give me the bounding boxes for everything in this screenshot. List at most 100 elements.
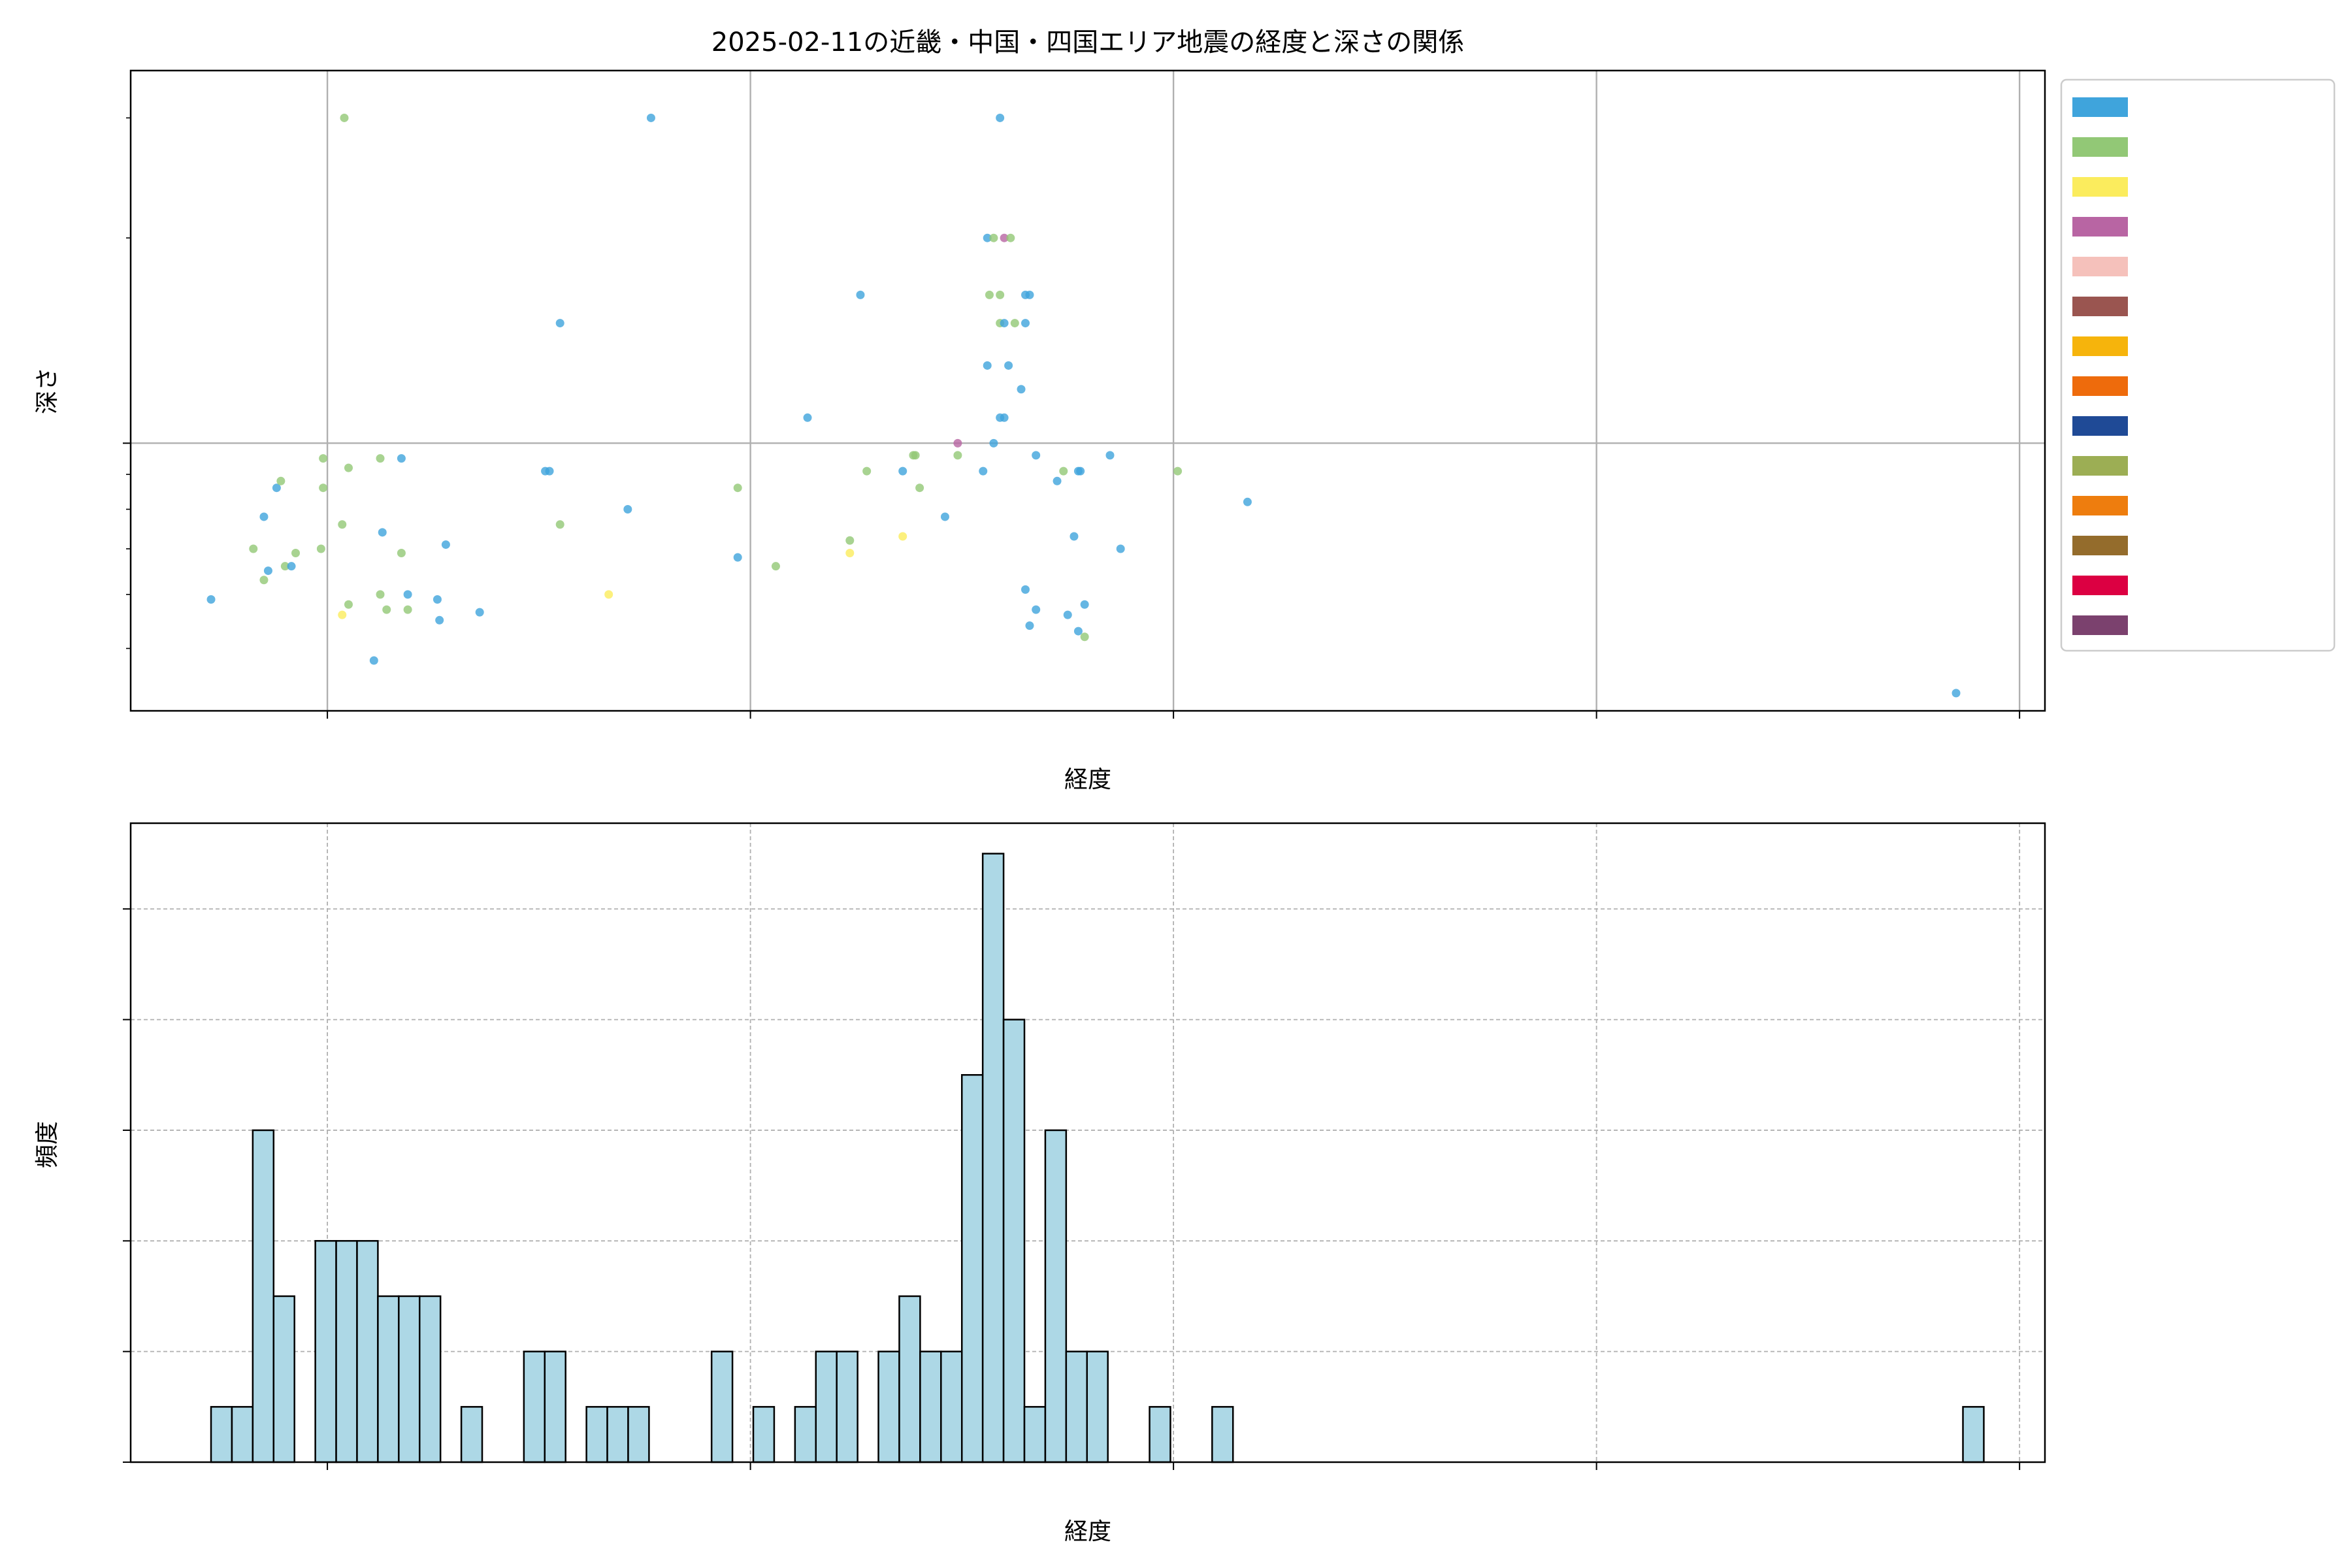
scatter-point bbox=[378, 528, 387, 537]
legend-swatch bbox=[2072, 615, 2128, 635]
scatter-point bbox=[397, 549, 406, 558]
scatter-point bbox=[1243, 497, 1252, 506]
scatter-point bbox=[856, 290, 865, 299]
histogram-bar bbox=[1065, 1350, 1088, 1463]
scatter-point bbox=[845, 549, 855, 558]
scatter-x-ticks bbox=[327, 711, 2021, 719]
scatter-point bbox=[276, 476, 286, 485]
scatter-y-axis-label: 深さ bbox=[34, 367, 61, 414]
scatter-point bbox=[985, 290, 994, 299]
scatter-point bbox=[344, 600, 353, 609]
histogram-bar bbox=[335, 1240, 358, 1463]
scatter-point bbox=[382, 605, 391, 614]
scatter-point bbox=[272, 483, 281, 493]
scatter-point bbox=[1063, 610, 1072, 619]
scatter-point bbox=[898, 532, 907, 541]
scatter-point bbox=[555, 520, 564, 529]
histogram-bar bbox=[815, 1350, 838, 1463]
scatter-point bbox=[1080, 632, 1089, 642]
histogram-y-axis-label: 頻度 bbox=[34, 1121, 61, 1168]
histogram-bar bbox=[252, 1129, 275, 1463]
scatter-point bbox=[953, 438, 962, 448]
scatter-point bbox=[898, 466, 907, 476]
scatter-point bbox=[475, 608, 484, 617]
histogram-x-axis-label: 経度 bbox=[1064, 1518, 1111, 1545]
legend bbox=[2060, 78, 2336, 652]
scatter-point bbox=[403, 590, 412, 599]
scatter-point bbox=[259, 576, 269, 585]
scatter-point bbox=[1080, 600, 1089, 609]
histogram-bar bbox=[1086, 1350, 1109, 1463]
scatter-point bbox=[771, 562, 780, 571]
scatter-point bbox=[996, 113, 1005, 122]
histogram-bar bbox=[981, 853, 1005, 1463]
scatter-point bbox=[319, 454, 328, 463]
histogram-bar bbox=[544, 1350, 566, 1463]
scatter-point bbox=[915, 483, 924, 493]
chart-title: 2025-02-11の近畿・中国・四国エリア地震の経度と深さの関係 bbox=[711, 27, 1464, 57]
scatter-point bbox=[1006, 233, 1015, 242]
scatter-x-axis-label: 経度 bbox=[1064, 766, 1111, 793]
legend-swatch bbox=[2072, 576, 2128, 595]
scatter-point bbox=[403, 605, 412, 614]
scatter-point bbox=[1173, 466, 1183, 476]
histogram-chart: 経度 頻度 bbox=[34, 822, 2046, 1545]
scatter-point bbox=[249, 544, 258, 553]
histogram-bar bbox=[898, 1295, 921, 1463]
scatter-point bbox=[1076, 466, 1085, 476]
scatter-point bbox=[845, 536, 855, 545]
scatter-point bbox=[989, 233, 998, 242]
legend-swatch bbox=[2072, 376, 2128, 396]
scatter-point bbox=[979, 466, 988, 476]
scatter-point bbox=[1032, 605, 1041, 614]
scatter-point bbox=[1952, 689, 1961, 698]
scatter-point bbox=[263, 566, 272, 576]
scatter-point bbox=[646, 113, 655, 122]
scatter-point bbox=[555, 319, 564, 328]
scatter-point bbox=[1116, 544, 1125, 553]
scatter-point bbox=[1025, 621, 1034, 630]
histogram-bar bbox=[272, 1295, 295, 1463]
histogram-bars bbox=[210, 853, 1985, 1463]
scatter-point bbox=[1004, 361, 1013, 370]
histogram-bar bbox=[1002, 1019, 1026, 1463]
histogram-bar bbox=[210, 1406, 233, 1463]
histogram-bar bbox=[940, 1350, 963, 1463]
scatter-point bbox=[1000, 319, 1009, 328]
histogram-bar bbox=[627, 1406, 650, 1463]
legend-swatch bbox=[2072, 336, 2128, 356]
legend-swatch bbox=[2072, 297, 2128, 316]
scatter-point bbox=[953, 451, 962, 460]
histogram-x-ticks bbox=[327, 1462, 2021, 1470]
scatter-point bbox=[1025, 290, 1034, 299]
scatter-point bbox=[911, 451, 920, 460]
scatter-point bbox=[433, 595, 442, 604]
histogram-bar bbox=[606, 1406, 629, 1463]
scatter-points bbox=[206, 113, 1961, 698]
scatter-point bbox=[1010, 319, 1019, 328]
scatter-point bbox=[441, 540, 450, 549]
scatter-point bbox=[316, 544, 325, 553]
legend-swatch bbox=[2072, 536, 2128, 555]
scatter-point bbox=[340, 113, 349, 122]
legend-swatch bbox=[2072, 177, 2128, 197]
scatter-point bbox=[983, 361, 992, 370]
histogram-bar bbox=[585, 1406, 608, 1463]
scatter-point bbox=[996, 290, 1005, 299]
scatter-point bbox=[1053, 476, 1062, 485]
scatter-point bbox=[344, 463, 353, 472]
scatter-point bbox=[259, 512, 269, 521]
scatter-point bbox=[338, 610, 347, 619]
histogram-bar bbox=[523, 1350, 546, 1463]
scatter-point bbox=[376, 454, 385, 463]
histogram-bar bbox=[1044, 1129, 1068, 1463]
scatter-point bbox=[435, 615, 444, 625]
histogram-y-ticks bbox=[123, 908, 131, 1463]
scatter-point bbox=[376, 590, 385, 599]
histogram-bar bbox=[377, 1295, 400, 1463]
scatter-point bbox=[733, 483, 742, 493]
histogram-plot-frame bbox=[129, 822, 2046, 1463]
legend-frame bbox=[2060, 78, 2336, 652]
histogram-bar bbox=[460, 1406, 483, 1463]
